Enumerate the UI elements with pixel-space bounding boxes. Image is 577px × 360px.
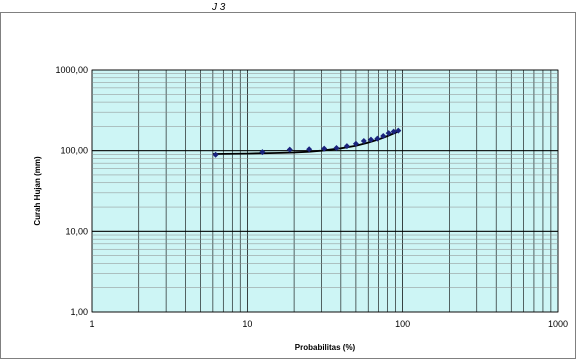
data-point [306,146,313,153]
y-tick-label: 10,00 [65,226,88,236]
x-tick-label: 1000 [548,319,568,329]
y-tick-label: 1,00 [70,307,88,317]
data-point [360,137,367,144]
data-point [367,136,374,143]
data-point [374,135,381,142]
y-tick-label: 100,00 [60,146,88,156]
data-point [390,128,397,135]
data-point [286,146,293,153]
y-tick-label: 1000,00 [55,65,88,75]
data-series [212,127,402,158]
x-axis-title: Probabilitas (%) [295,343,356,352]
data-point [259,149,266,156]
y-tick-labels: 1,00 10,00 100,00 1000,00 [55,65,88,317]
data-point [352,140,359,147]
trend-line [212,129,401,155]
header-fragment: J 3 [211,2,226,13]
x-tick-label: 1 [89,319,94,329]
data-point [395,127,402,134]
grid-lines [91,69,559,313]
data-point [343,143,350,150]
data-point [385,130,392,137]
data-point [380,132,387,139]
y-axis-title: Curah Hujan (mm) [33,156,42,226]
plot-area [91,69,559,313]
data-point [321,145,328,152]
data-point [333,144,340,151]
x-tick-labels: 1 10 100 1000 [89,319,568,329]
data-point [212,151,219,158]
x-tick-label: 10 [242,319,252,329]
x-tick-label: 100 [395,319,410,329]
